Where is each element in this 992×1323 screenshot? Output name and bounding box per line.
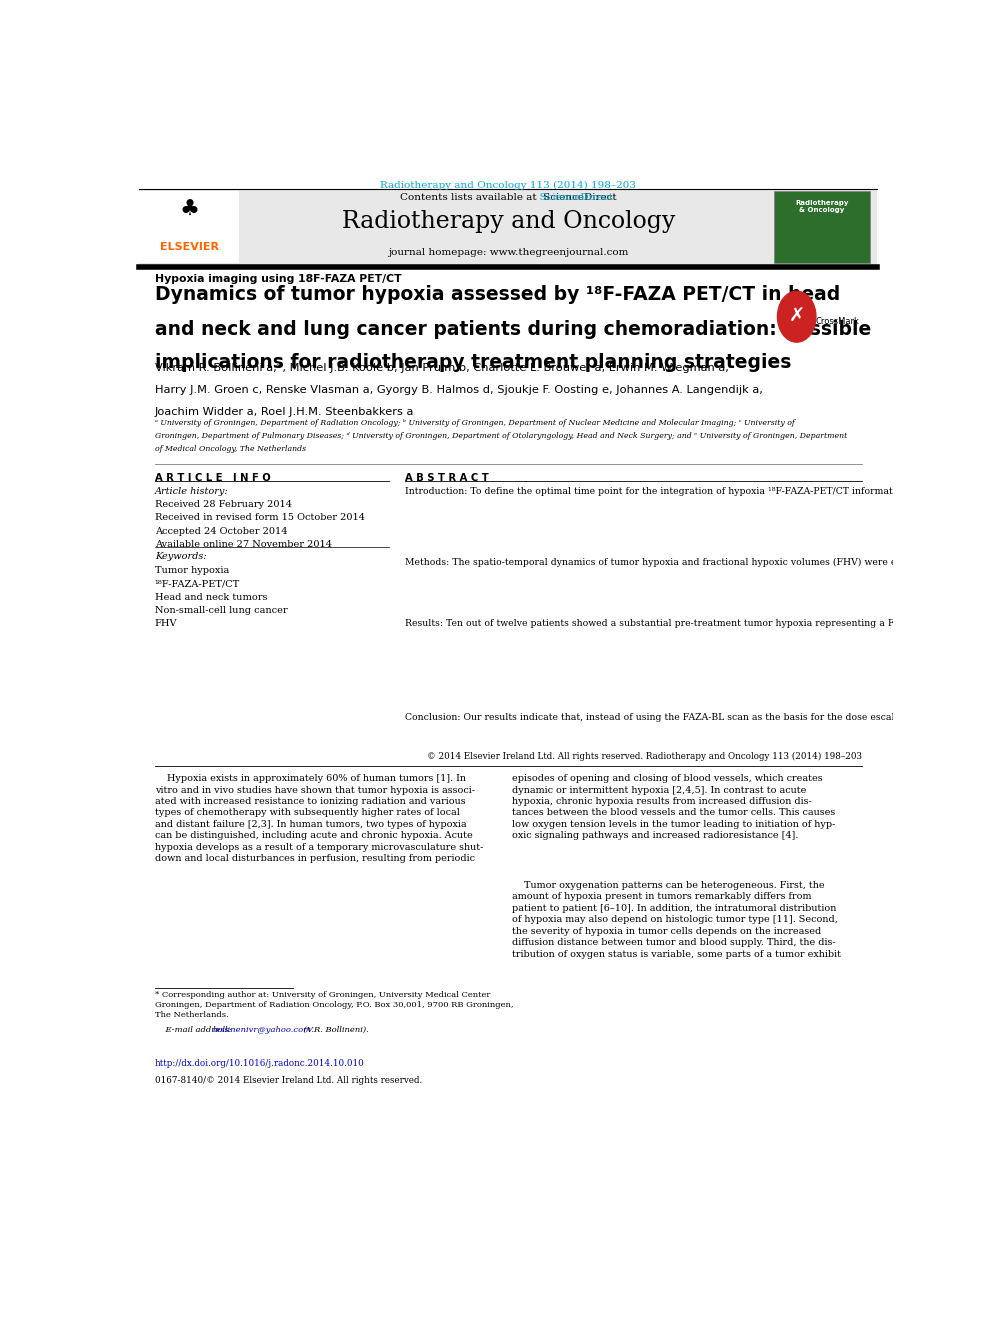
- Text: Received 28 February 2014: Received 28 February 2014: [155, 500, 292, 509]
- Text: Harry J.M. Groen c, Renske Vlasman a, Gyorgy B. Halmos d, Sjoukje F. Oosting e, : Harry J.M. Groen c, Renske Vlasman a, Gy…: [155, 385, 763, 394]
- Text: Available online 27 November 2014: Available online 27 November 2014: [155, 540, 331, 549]
- Text: E-mail address:: E-mail address:: [155, 1025, 234, 1033]
- Text: Keywords:: Keywords:: [155, 552, 206, 561]
- Text: of Medical Oncology, The Netherlands: of Medical Oncology, The Netherlands: [155, 445, 306, 452]
- Text: Vikram R. Bollineni a,*, Michel J.B. Koole b, Jan Pruim b, Charlotte L. Brouwer : Vikram R. Bollineni a,*, Michel J.B. Koo…: [155, 363, 729, 373]
- Text: * Corresponding author at: University of Groningen, University Medical Center
Gr: * Corresponding author at: University of…: [155, 991, 513, 1019]
- Text: Groningen, Department of Pulmonary Diseases; ᵈ University of Groningen, Departme: Groningen, Department of Pulmonary Disea…: [155, 431, 847, 439]
- Text: Dynamics of tumor hypoxia assessed by ¹⁸F-FAZA PET/CT in head: Dynamics of tumor hypoxia assessed by ¹⁸…: [155, 284, 840, 304]
- Text: ♣: ♣: [180, 200, 199, 220]
- Text: Accepted 24 October 2014: Accepted 24 October 2014: [155, 527, 288, 536]
- Text: 0167-8140/© 2014 Elsevier Ireland Ltd. All rights reserved.: 0167-8140/© 2014 Elsevier Ireland Ltd. A…: [155, 1076, 422, 1085]
- Text: CrossMark: CrossMark: [815, 318, 859, 327]
- Text: implications for radiotherapy treatment planning strategies: implications for radiotherapy treatment …: [155, 353, 792, 372]
- Text: ¹⁸F-FAZA-PET/CT: ¹⁸F-FAZA-PET/CT: [155, 579, 240, 589]
- Text: Methods: The spatio-temporal dynamics of tumor hypoxia and fractional hypoxic vo: Methods: The spatio-temporal dynamics of…: [405, 558, 992, 568]
- Text: Radiotherapy and Oncology 113 (2014) 198–203: Radiotherapy and Oncology 113 (2014) 198…: [380, 181, 637, 191]
- Circle shape: [778, 291, 815, 343]
- Text: Hypoxia imaging using 18F-FAZA PET/CT: Hypoxia imaging using 18F-FAZA PET/CT: [155, 274, 402, 284]
- Text: Introduction: To define the optimal time point for the integration of hypoxia ¹⁸: Introduction: To define the optimal time…: [405, 487, 992, 496]
- Text: ᵃ University of Groningen, Department of Radiation Oncology; ᵇ University of Gro: ᵃ University of Groningen, Department of…: [155, 418, 795, 426]
- Text: © 2014 Elsevier Ireland Ltd. All rights reserved. Radiotherapy and Oncology 113 : © 2014 Elsevier Ireland Ltd. All rights …: [427, 751, 862, 761]
- Text: FHV: FHV: [155, 619, 178, 628]
- Text: ScienceDirect: ScienceDirect: [404, 193, 613, 202]
- Text: Head and neck tumors: Head and neck tumors: [155, 593, 267, 602]
- Bar: [139, 192, 239, 263]
- Text: Radiotherapy and Oncology: Radiotherapy and Oncology: [341, 209, 676, 233]
- Text: and neck and lung cancer patients during chemoradiation: Possible: and neck and lung cancer patients during…: [155, 320, 871, 339]
- Text: episodes of opening and closing of blood vessels, which creates
dynamic or inter: episodes of opening and closing of blood…: [512, 774, 835, 840]
- Text: Contents lists available at  ScienceDirect: Contents lists available at ScienceDirec…: [400, 193, 617, 202]
- Text: A B S T R A C T: A B S T R A C T: [405, 472, 488, 483]
- Text: Hypoxia exists in approximately 60% of human tumors [1]. In
vitro and in vivo st: Hypoxia exists in approximately 60% of h…: [155, 774, 483, 863]
- Text: Received in revised form 15 October 2014: Received in revised form 15 October 2014: [155, 513, 365, 523]
- Bar: [774, 192, 870, 263]
- Text: Results: Ten out of twelve patients showed a substantial pre-treatment tumor hyp: Results: Ten out of twelve patients show…: [405, 619, 992, 628]
- Text: Non-small-cell lung cancer: Non-small-cell lung cancer: [155, 606, 288, 615]
- Text: http://dx.doi.org/10.1016/j.radonc.2014.10.010: http://dx.doi.org/10.1016/j.radonc.2014.…: [155, 1060, 364, 1068]
- Text: ELSEVIER: ELSEVIER: [160, 242, 219, 253]
- Text: bollinenivr@yahoo.com: bollinenivr@yahoo.com: [212, 1025, 311, 1033]
- Text: (V.R. Bollineni).: (V.R. Bollineni).: [301, 1025, 369, 1033]
- Text: Radiotherapy
& Oncology: Radiotherapy & Oncology: [796, 200, 849, 213]
- Text: Conclusion: Our results indicate that, instead of using the FAZA-BL scan as the : Conclusion: Our results indicate that, i…: [405, 713, 992, 722]
- Text: journal homepage: www.thegreenjournal.com: journal homepage: www.thegreenjournal.co…: [388, 249, 629, 258]
- Text: Article history:: Article history:: [155, 487, 228, 496]
- Text: Tumor hypoxia: Tumor hypoxia: [155, 566, 229, 576]
- Text: Joachim Widder a, Roel J.H.M. Steenbakkers a: Joachim Widder a, Roel J.H.M. Steenbakke…: [155, 407, 414, 417]
- Text: Tumor oxygenation patterns can be heterogeneous. First, the
amount of hypoxia pr: Tumor oxygenation patterns can be hetero…: [512, 881, 841, 959]
- Bar: [139, 189, 877, 266]
- Text: ✗: ✗: [789, 307, 805, 327]
- Text: A R T I C L E   I N F O: A R T I C L E I N F O: [155, 472, 271, 483]
